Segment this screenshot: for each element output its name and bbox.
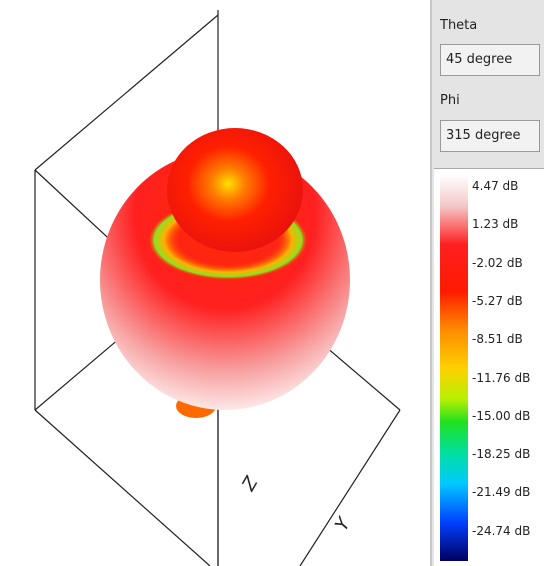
field-label: Theta [440, 18, 477, 33]
colorbar-label: -18.25 dB [472, 447, 530, 461]
side-panel: Theta 45 degree Phi 315 degree 4.47 dB 1.… [430, 0, 544, 566]
colorbar-label: 1.23 dB [472, 217, 518, 231]
colorbar-label: 4.47 dB [472, 179, 518, 193]
top-lobe [167, 128, 303, 252]
axis-label: Z [238, 473, 263, 496]
colorbar-label: -15.00 dB [472, 409, 530, 423]
colorbar-label: -11.76 dB [472, 371, 530, 385]
app-window: Z Y Theta 45 degree Phi 315 degree 4.47 … [0, 0, 544, 566]
field-label: Phi [440, 93, 460, 108]
text-field[interactable]: 45 degree [440, 44, 540, 76]
axis-label: Y [331, 513, 356, 535]
pattern-3d: Z Y [0, 0, 430, 566]
colorbar-label: -5.27 dB [472, 294, 523, 308]
pattern-view: Z Y [0, 0, 430, 566]
colorbar-label: -8.51 dB [472, 332, 523, 346]
colorbar-label: -24.74 dB [472, 524, 530, 538]
text-field[interactable]: 315 degree [440, 120, 540, 152]
colorbar [440, 175, 468, 561]
colorbar-panel: 4.47 dB 1.23 dB -2.02 dB -5.27 dB -8.51 dB -1… [434, 168, 544, 566]
colorbar-label: -21.49 dB [472, 485, 530, 499]
colorbar-label: -2.02 dB [472, 256, 523, 270]
